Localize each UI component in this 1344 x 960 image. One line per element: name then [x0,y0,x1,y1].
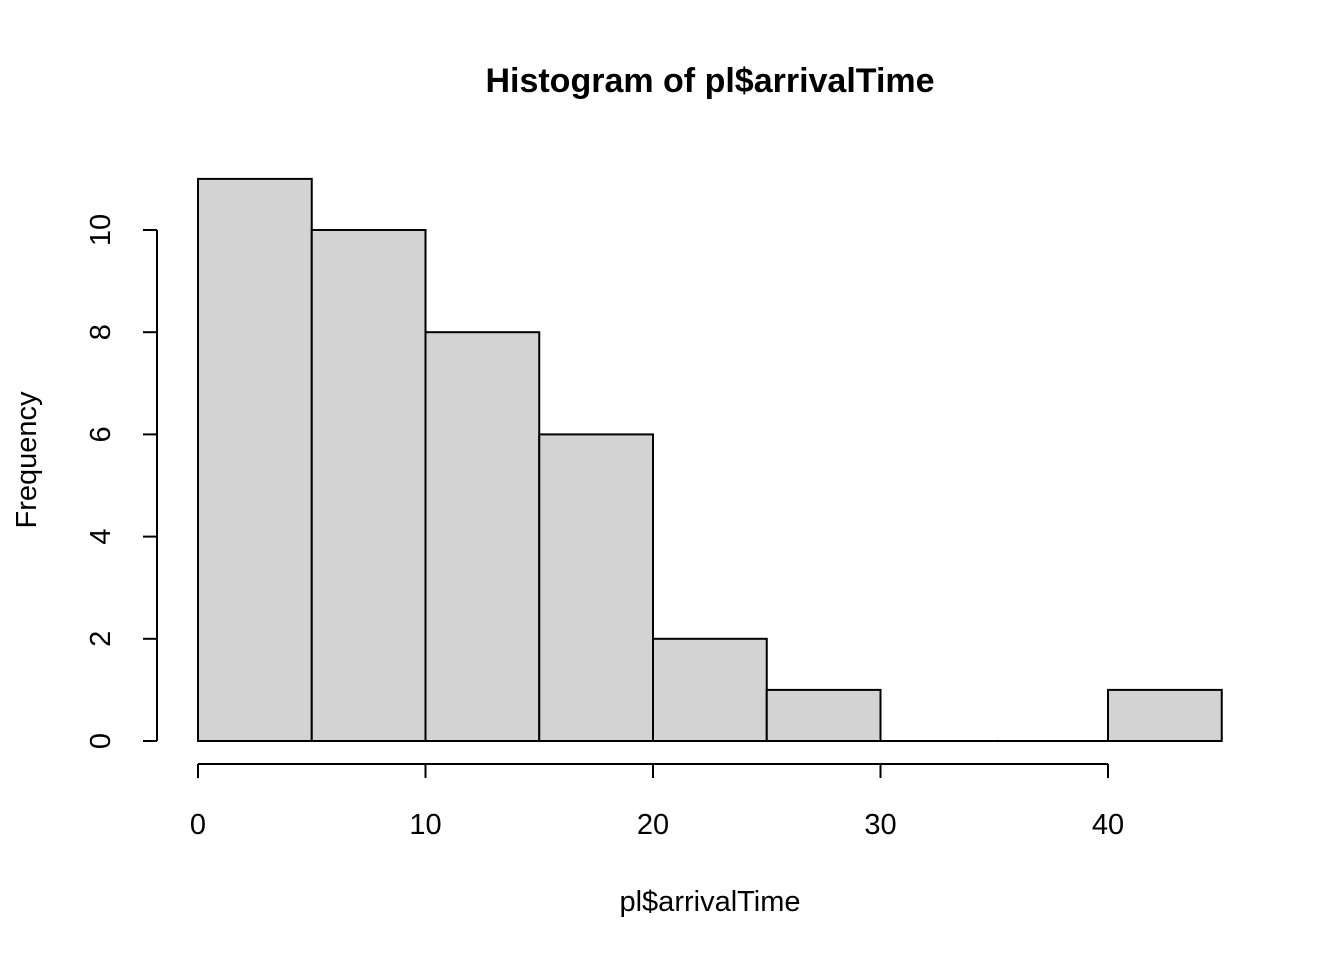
histogram-bar-0-5 [197,177,313,742]
y-tick-label-2: 2 [85,631,117,647]
histogram-bar-5-10 [310,229,427,742]
chart-title: Histogram of pl$arrivalTime [485,62,934,100]
histogram-bar-25-30 [765,688,882,743]
x-tick-label-0: 0 [190,809,206,841]
y-tick-label-8: 8 [85,324,117,340]
y-tick-label-6: 6 [85,426,117,442]
y-tick-label-0: 0 [85,733,117,749]
x-tick-label-10: 10 [409,809,441,841]
histogram-bar-10-15 [424,331,541,742]
x-axis: 0 10 20 30 40 [190,763,1124,841]
y-tick-label-4: 4 [85,529,117,545]
x-axis-label: pl$arrivalTime [619,886,800,918]
bars-group [197,177,1223,743]
y-tick-label-10: 10 [85,214,117,246]
y-axis-label: Frequency [11,391,43,529]
histogram-bar-15-20 [538,433,654,742]
histogram-bar-20-25 [652,637,768,742]
y-axis: 0 2 4 6 8 10 [85,214,158,749]
x-tick-label-30: 30 [864,809,896,841]
histogram-bar-40-45 [1107,688,1223,743]
x-tick-label-20: 20 [637,809,669,841]
x-tick-label-40: 40 [1092,809,1124,841]
